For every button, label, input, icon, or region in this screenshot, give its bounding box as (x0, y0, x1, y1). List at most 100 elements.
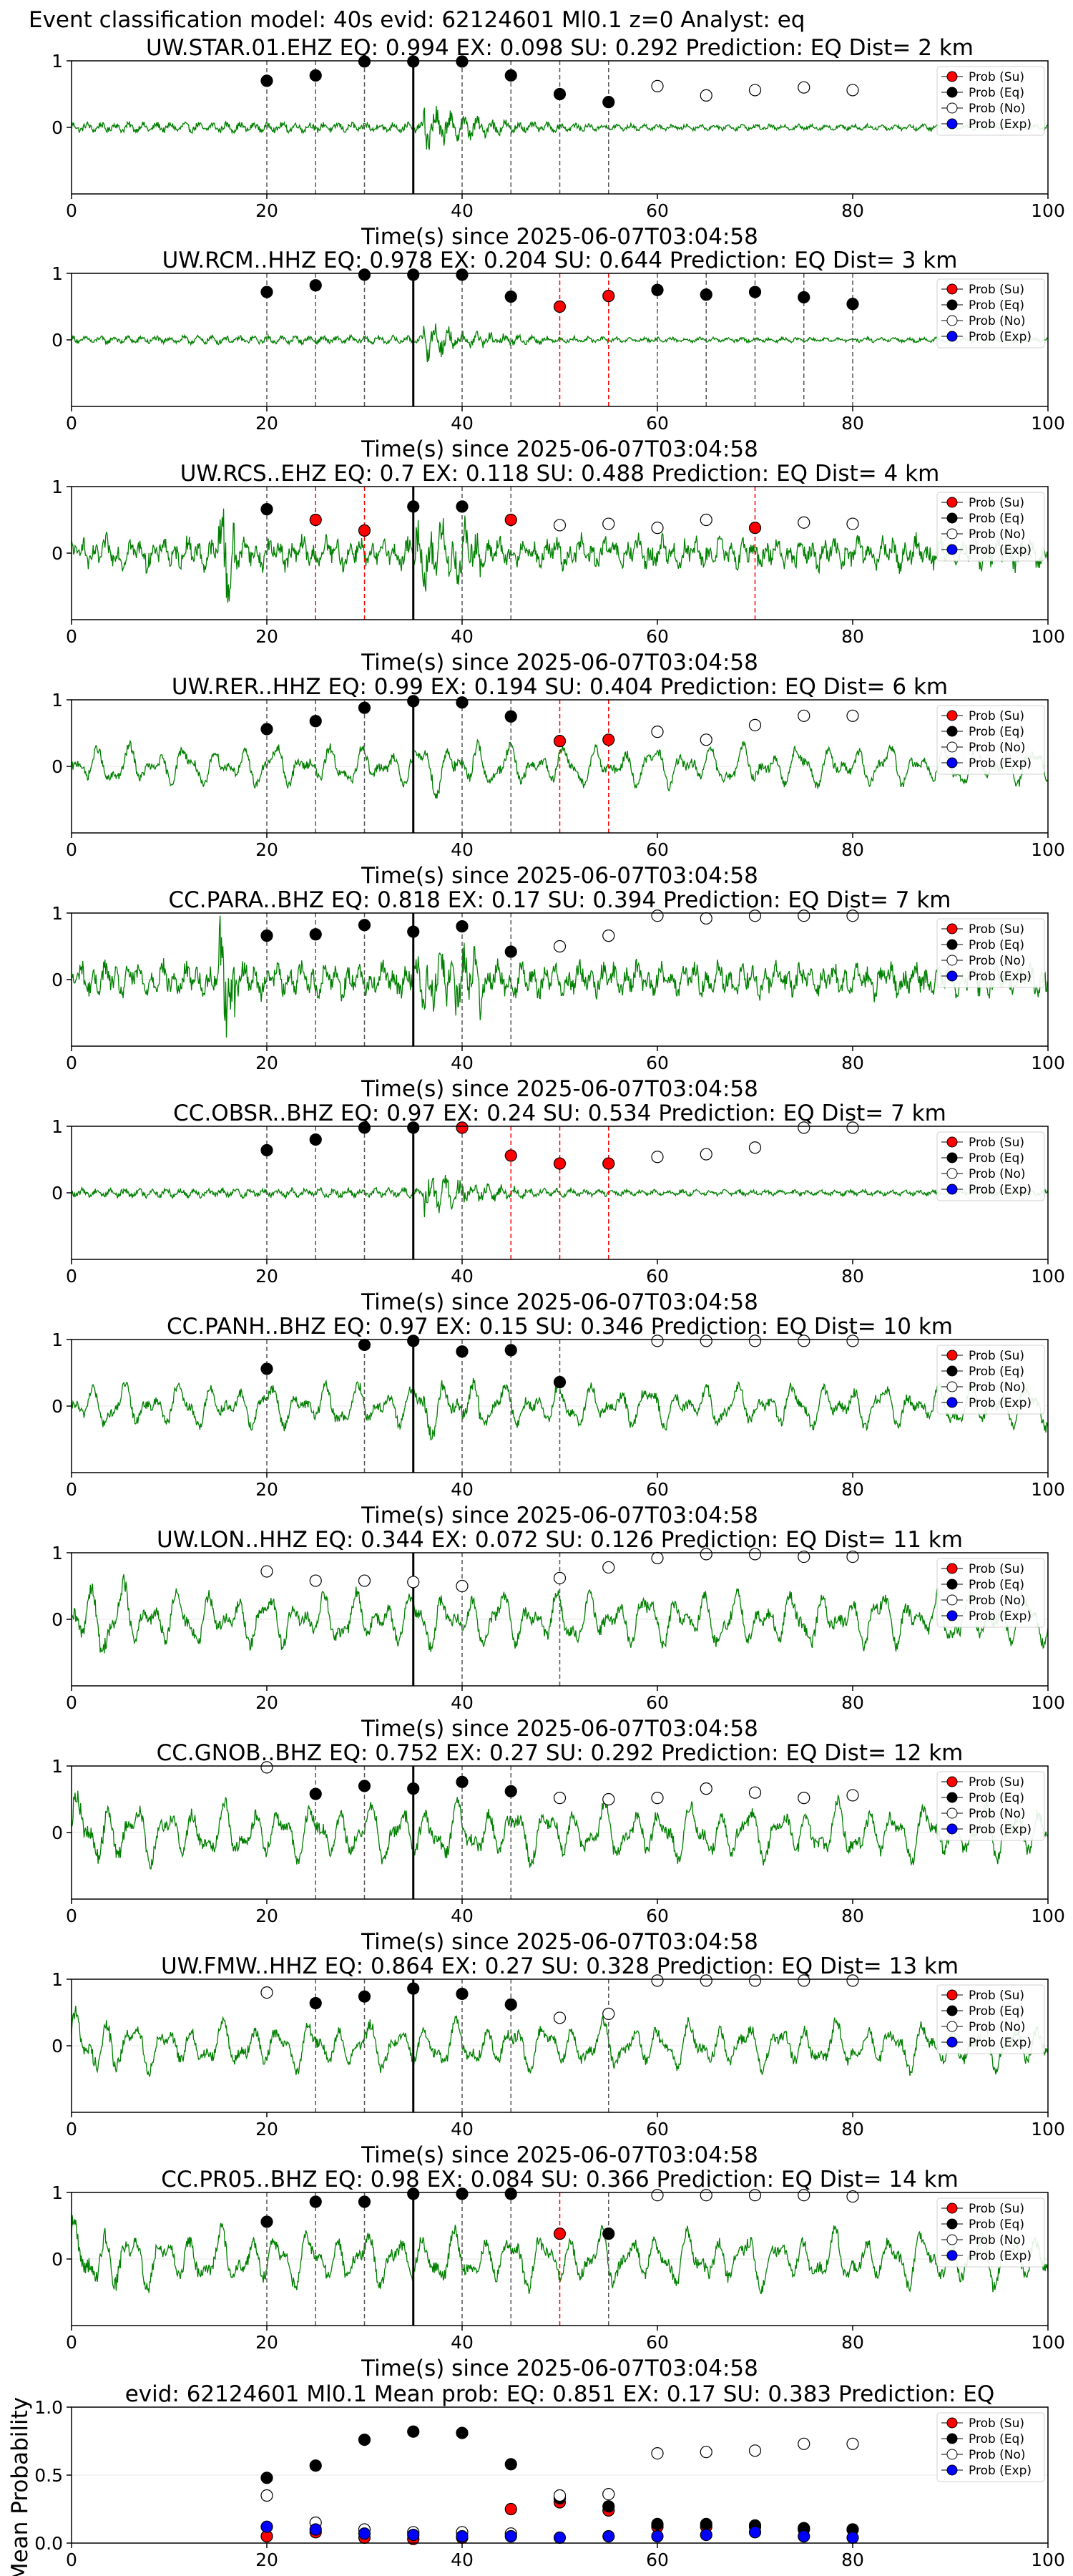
prob-point-no (798, 1792, 810, 1805)
legend-label: Prob (Exp) (969, 330, 1032, 344)
legend-label: Prob (Eq) (969, 1578, 1024, 1592)
mean-prob-point-no (651, 2447, 664, 2460)
x-tick-label: 0 (66, 1692, 77, 1713)
prob-point-su (504, 1149, 517, 1162)
legend-marker (946, 1807, 958, 1819)
prob-point-no (798, 1974, 810, 1987)
y-tick-label: 1.0 (34, 2397, 63, 2418)
prob-point-eq (309, 2195, 322, 2208)
waveform-trace (71, 508, 1049, 603)
x-axis-label: Time(s) since 2025-06-07T03:04:58 (361, 1929, 758, 1955)
legend-label: Prob (Su) (969, 2416, 1024, 2431)
prob-point-eq (407, 268, 420, 281)
prob-point-no (846, 1121, 859, 1134)
prob-point-eq (407, 925, 420, 938)
legend-marker (946, 955, 958, 966)
legend-label: Prob (Eq) (969, 725, 1024, 739)
prob-point-no (748, 2189, 762, 2202)
legend-label: Prob (Su) (969, 1989, 1024, 2003)
legend-marker (946, 939, 958, 950)
prob-point-no (700, 912, 712, 925)
mean-prob-point-exp (553, 2531, 567, 2544)
y-tick-label: 1 (52, 1969, 63, 1990)
panel-title: CC.PARA..BHZ EQ: 0.818 EX: 0.17 SU: 0.39… (168, 887, 951, 913)
legend-marker (946, 331, 958, 342)
legend-marker (946, 970, 958, 982)
x-tick-label: 60 (646, 2332, 669, 2353)
prob-point-eq (504, 1344, 517, 1357)
legend-box (936, 2197, 1045, 2268)
legend-label: Prob (Exp) (969, 1396, 1032, 1410)
prob-point-eq (260, 2215, 273, 2228)
prob-point-no (700, 1148, 712, 1161)
prob-point-no (602, 2007, 615, 2020)
prob-point-eq (358, 919, 371, 932)
legend-label: Prob (Exp) (969, 2036, 1032, 2050)
x-tick-label: 0 (66, 413, 77, 434)
legend-marker (946, 1381, 958, 1392)
prob-point-no (846, 1789, 859, 1802)
legend-marker (946, 1610, 958, 1621)
prob-point-no (553, 2011, 567, 2024)
prob-point-eq (456, 696, 469, 709)
y-tick-label: 0 (52, 543, 63, 564)
x-tick-label: 20 (255, 200, 278, 221)
x-tick-label: 80 (841, 1479, 864, 1500)
waveform-panel: UW.LON..HHZ EQ: 0.344 EX: 0.072 SU: 0.12… (52, 1527, 1065, 1742)
x-axis-label: Time(s) since 2025-06-07T03:04:58 (361, 2356, 758, 2381)
prob-point-no (748, 1335, 762, 1347)
prob-point-no (651, 1792, 664, 1805)
legend-label: Prob (No) (969, 2020, 1026, 2034)
prob-point-no (700, 1974, 712, 1987)
mean-prob-point-exp (846, 2531, 859, 2544)
legend-marker (946, 1152, 958, 1163)
panel-title: CC.PR05..BHZ EQ: 0.98 EX: 0.084 SU: 0.36… (161, 2167, 959, 2192)
x-tick-label: 60 (646, 1479, 669, 1500)
legend-label: Prob (Su) (969, 70, 1024, 84)
panels-container: UW.STAR.01.EHZ EQ: 0.994 EX: 0.098 SU: 0… (7, 35, 1065, 2576)
prob-point-eq (358, 55, 371, 68)
prob-point-eq (407, 1782, 420, 1795)
mean-prob-point-no (553, 2489, 567, 2502)
prob-point-eq (358, 1121, 371, 1134)
legend-marker (946, 299, 958, 311)
y-tick-label: 1 (52, 1116, 63, 1137)
mean-prob-point-no (602, 2488, 615, 2501)
legend-label: Prob (No) (969, 1807, 1026, 1821)
legend-label: Prob (Su) (969, 709, 1024, 723)
legend-label: Prob (Eq) (969, 512, 1024, 526)
prob-point-eq (456, 55, 469, 68)
legend-marker (946, 1776, 958, 1787)
prob-point-eq (358, 1338, 371, 1352)
x-tick-label: 40 (451, 1053, 474, 1073)
legend-label: Prob (Exp) (969, 756, 1032, 771)
mean-prob-point-exp (358, 2527, 371, 2540)
legend-marker (946, 118, 958, 130)
waveform-panel: UW.STAR.01.EHZ EQ: 0.994 EX: 0.098 SU: 0… (52, 35, 1065, 250)
y-tick-label: 0 (52, 1609, 63, 1630)
legend-marker (946, 71, 958, 82)
x-tick-label: 100 (1031, 1906, 1065, 1926)
x-tick-label: 40 (451, 1479, 474, 1500)
mean-prob-point-eq (651, 2517, 664, 2530)
mean-prob-point-exp (700, 2529, 712, 2542)
legend-marker (946, 1563, 958, 1574)
legend-label: Prob (Exp) (969, 1823, 1032, 1837)
prob-point-eq (358, 1780, 371, 1792)
x-tick-label: 80 (841, 200, 864, 221)
legend-label: Prob (No) (969, 1380, 1026, 1395)
legend-marker (946, 2417, 958, 2429)
y-tick-label: 0 (52, 756, 63, 777)
mean-prob-point-no (846, 2437, 859, 2450)
mean-prob-point-exp (651, 2529, 664, 2543)
x-tick-label: 20 (255, 1053, 278, 1073)
legend-label: Prob (Eq) (969, 2432, 1024, 2446)
legend-label: Prob (Exp) (969, 1183, 1032, 1197)
panel-title: UW.FMW..HHZ EQ: 0.864 EX: 0.27 SU: 0.328… (161, 1953, 959, 1979)
prob-point-eq (407, 1121, 420, 1134)
prob-point-eq (309, 1787, 322, 1800)
panel-title: UW.LON..HHZ EQ: 0.344 EX: 0.072 SU: 0.12… (157, 1527, 963, 1553)
x-tick-label: 20 (255, 2550, 278, 2570)
legend-label: Prob (Exp) (969, 2464, 1032, 2478)
x-tick-label: 40 (451, 2332, 474, 2353)
